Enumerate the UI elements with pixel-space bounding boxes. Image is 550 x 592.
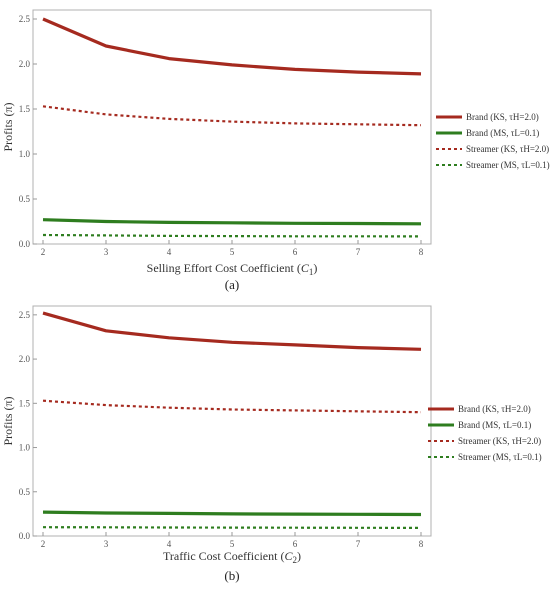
legend-label-streamer-ks-h-2-0: Streamer (KS, τH=2.0) (458, 436, 541, 446)
x-tick-label: 2 (41, 539, 46, 549)
x-tick-label: 3 (104, 539, 109, 549)
y-axis-title: Profits (π) (1, 102, 15, 151)
x-tick-label: 4 (167, 539, 172, 549)
x-tick-label: 5 (230, 247, 235, 257)
y-tick-label: 1.0 (19, 149, 31, 159)
y-tick-label: 2.5 (19, 310, 31, 320)
y-axis-title: Profits (π) (1, 396, 15, 445)
chart-b: 2 3 4 5 6 7 8 0.0 0.5 1.0 1.5 2.0 2.5 Traffic Cost Co… (1, 305, 542, 583)
legend-label-streamer-ms-l-0-1: Streamer (MS, τL=0.1) (466, 160, 550, 170)
y-tick-label: 1.5 (19, 104, 31, 114)
x-tick-label: 2 (41, 247, 46, 257)
plot-frame (32, 9, 432, 245)
x-tick-label: 7 (356, 539, 361, 549)
y-tick-label: 0.0 (19, 531, 31, 541)
y-tick-label: 0.5 (19, 194, 31, 204)
series-line-brand-ms-l-0-1 (42, 218, 422, 226)
x-tick-label: 5 (230, 539, 235, 549)
legend-label-brand-ms-l-0-1: Brand (MS, τL=0.1) (458, 420, 531, 430)
legend-label-brand-ms-l-0-1: Brand (MS, τL=0.1) (466, 128, 539, 138)
legend-label-streamer-ks-h-2-0: Streamer (KS, τH=2.0) (466, 144, 549, 154)
legend-label-brand-ks-h-2-0: Brand (KS, τH=2.0) (458, 404, 531, 414)
y-tick-label: 1.5 (19, 398, 31, 408)
chart-a: 2 3 4 5 6 7 8 0.0 0.5 1.0 1.5 2.0 2.5 Selling Effort … (1, 9, 550, 292)
y-tick-label: 2.0 (19, 354, 31, 364)
legend-label-streamer-ms-l-0-1: Streamer (MS, τL=0.1) (458, 452, 542, 462)
x-axis-title: Traffic Cost Coefficient (C2) (163, 549, 301, 565)
y-tick-label: 2.0 (19, 59, 31, 69)
y-tick-label: 0.0 (19, 239, 31, 249)
chart-caption: (a) (225, 277, 239, 292)
y-tick-label: 1.0 (19, 443, 31, 453)
x-tick-label: 7 (356, 247, 361, 257)
x-tick-label: 8 (419, 539, 424, 549)
chart-caption: (b) (224, 568, 239, 583)
y-tick-label: 0.5 (19, 487, 31, 497)
series-line-brand-ks-h-2-0 (42, 311, 422, 351)
plot-frame (32, 305, 432, 537)
x-tick-label: 3 (104, 247, 109, 257)
x-tick-label: 4 (167, 247, 172, 257)
series-line-brand-ks-h-2-0 (42, 17, 422, 76)
x-tick-label: 8 (419, 247, 424, 257)
legend-label-brand-ks-h-2-0: Brand (KS, τH=2.0) (466, 112, 539, 122)
series-line-brand-ms-l-0-1 (42, 510, 422, 517)
x-tick-label: 6 (293, 539, 298, 549)
x-axis-title: Selling Effort Cost Coefficient (C1) (147, 261, 318, 277)
y-tick-label: 2.5 (19, 14, 31, 24)
x-tick-label: 6 (293, 247, 298, 257)
